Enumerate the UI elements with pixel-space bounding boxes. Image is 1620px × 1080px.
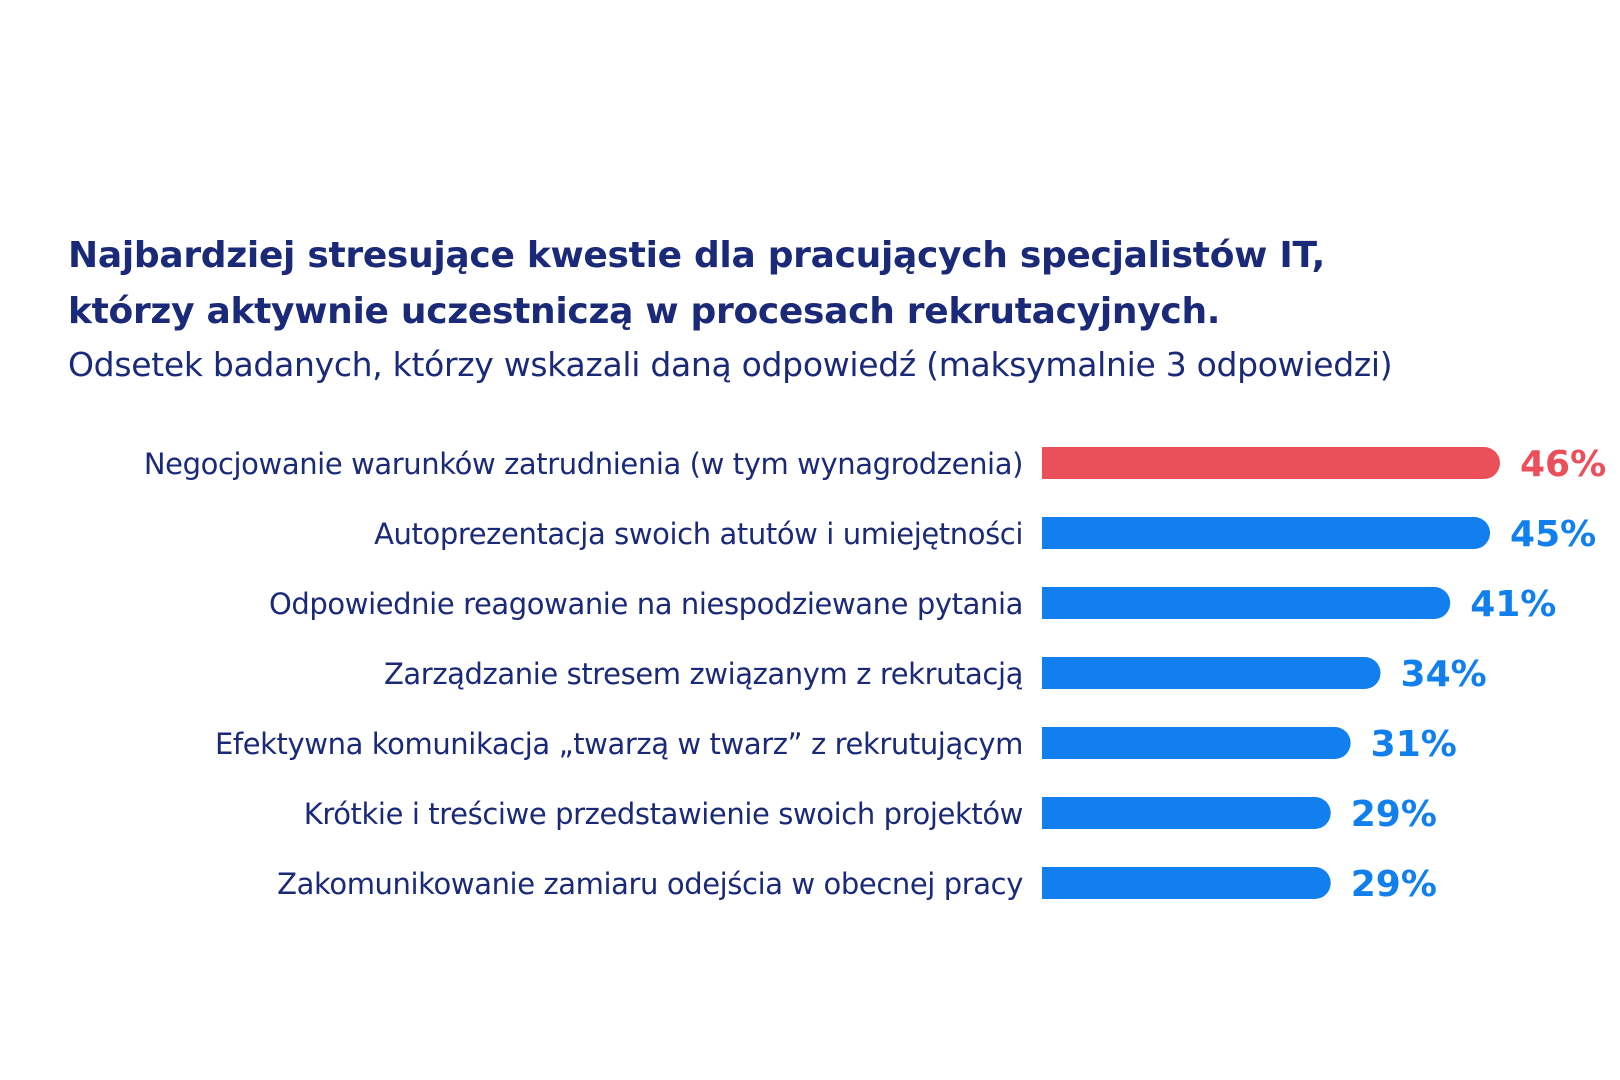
value-label: 45% — [1510, 514, 1596, 555]
value-label: 34% — [1401, 654, 1487, 695]
category-label: Efektywna komunikacja „twarzą w twarz” z… — [215, 727, 1023, 761]
category-label: Odpowiednie reagowanie na niespodziewane… — [269, 587, 1023, 621]
value-label: 31% — [1371, 724, 1457, 765]
category-label: Negocjowanie warunków zatrudnienia (w ty… — [144, 447, 1023, 481]
chart-title-line-1: Najbardziej stresujące kwestie dla pracu… — [68, 235, 1325, 276]
bar — [1042, 657, 1381, 689]
bar — [1042, 867, 1331, 899]
bar — [1042, 447, 1500, 479]
bar-start — [1042, 797, 1074, 829]
bar — [1042, 587, 1451, 619]
bar-start — [1042, 727, 1074, 759]
category-label: Zakomunikowanie zamiaru odejścia w obecn… — [277, 867, 1023, 901]
value-label: 29% — [1351, 794, 1437, 835]
chart-title-block: Najbardziej stresujące kwestie dla pracu… — [68, 228, 1568, 390]
value-label: 41% — [1470, 584, 1556, 625]
chart-title-line-2: którzy aktywnie uczestniczą w procesach … — [68, 291, 1221, 332]
bar-start — [1042, 517, 1074, 549]
bar-start — [1042, 447, 1074, 479]
value-label: 29% — [1351, 864, 1437, 905]
chart-subtitle: Odsetek badanych, którzy wskazali daną o… — [68, 345, 1393, 384]
bar — [1042, 727, 1351, 759]
bar-start — [1042, 657, 1074, 689]
bar — [1042, 517, 1491, 549]
bar — [1042, 797, 1331, 829]
bar-start — [1042, 867, 1074, 899]
category-label: Krótkie i treściwe przedstawienie swoich… — [304, 797, 1023, 831]
category-label: Autoprezentacja swoich atutów i umiejętn… — [374, 517, 1023, 551]
value-label: 46% — [1520, 444, 1606, 485]
category-label: Zarządzanie stresem związanym z rekrutac… — [384, 657, 1023, 691]
bar-start — [1042, 587, 1074, 619]
